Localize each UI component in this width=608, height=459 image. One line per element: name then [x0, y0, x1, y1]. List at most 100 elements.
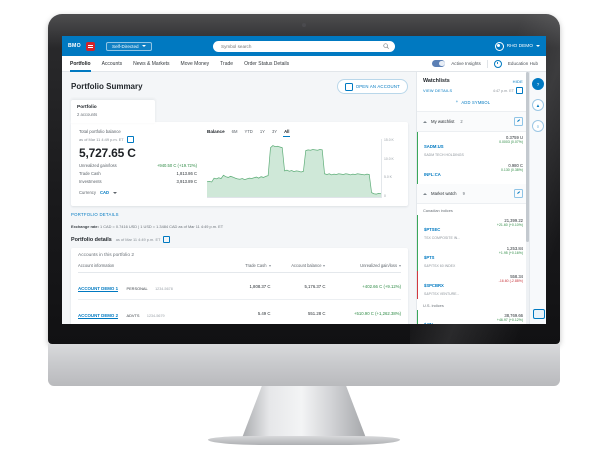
- gain-cell: +402.66 C (+9.12%): [325, 272, 401, 300]
- quote-right: 558.34 -16.60 (-2.88%): [499, 274, 523, 296]
- brand-wordmark: BMO: [68, 43, 82, 49]
- chart-box: 15.0 K 10.0 K 5.0 K 0: [207, 138, 400, 198]
- main-column: Portfolio Summary OPEN AN ACCOUNT Portfo…: [62, 72, 416, 324]
- currency-selector[interactable]: Currency CAD: [79, 190, 197, 195]
- balance-chart-panel: Balance 6M YTD 1Y 3Y All: [197, 129, 400, 198]
- balance-area-chart: [207, 139, 381, 198]
- portfolio-details-link[interactable]: PORTFOLIO DETAILS: [71, 212, 119, 217]
- range-all[interactable]: All: [283, 129, 291, 137]
- add-symbol-button[interactable]: + ADD SYMBOL: [417, 94, 529, 112]
- monitor-chin: [48, 344, 560, 386]
- gear-icon: [493, 59, 502, 68]
- portfolio-details-title: Portfolio details: [71, 236, 112, 243]
- col-account-balance[interactable]: Account balance: [270, 263, 326, 273]
- open-account-label: OPEN AN ACCOUNT: [355, 84, 400, 89]
- summary-row-label: Unrealized gain/loss: [79, 163, 117, 168]
- gain-cell: +510.90 C (+1,262.38%): [325, 299, 401, 324]
- summary-row-label: Trade Cash: [79, 171, 101, 176]
- quote-symbol[interactable]: INFL:CA: [424, 172, 441, 177]
- quote-row[interactable]: $PTS S&P/TSX 60 INDEX 1,253.84 +1.95 (+0…: [417, 243, 529, 271]
- nav-item-portfolio[interactable]: Portfolio: [70, 60, 91, 72]
- col-trade-cash[interactable]: Trade Cash: [230, 263, 271, 273]
- symbol-search[interactable]: [213, 40, 395, 52]
- search-input[interactable]: [219, 42, 363, 50]
- nav-item-list: Portfolio Accounts News & Markets Move M…: [70, 60, 290, 72]
- watchlist-hide-button[interactable]: HIDE: [512, 78, 523, 84]
- chart-icon[interactable]: ▲: [532, 99, 544, 111]
- quote-row[interactable]: $PTSEC TSX COMPOSITE IN... 21,399.22 +21…: [417, 215, 529, 243]
- accounts-table-head: Account information Trade Cash Account b…: [78, 263, 401, 273]
- watchlist-header: Watchlists HIDE: [417, 72, 529, 84]
- quote-symbol[interactable]: SADM:US: [424, 144, 444, 149]
- nav-item-accounts[interactable]: Accounts: [101, 60, 123, 67]
- watchlist-group-my-watchlist[interactable]: My watchlist 2: [417, 112, 529, 132]
- user-menu[interactable]: RHO DEMO: [494, 41, 540, 51]
- exchange-rate-text: 1 CAD = 0.7416 USD | 1 USD = 1.3484 CAD …: [100, 224, 224, 229]
- open-account-button[interactable]: OPEN AN ACCOUNT: [336, 79, 408, 94]
- quote-left: SADM:US SADM TECH HOLDINGS: [424, 135, 499, 157]
- active-insights-toggle[interactable]: [432, 60, 446, 67]
- portfolio-details-heading: Portfolio details as of Mar 11 4:49 p.m.…: [71, 236, 408, 243]
- refresh-icon[interactable]: [163, 236, 171, 243]
- table-row[interactable]: ACCOUNT DEMO 2 ADVTS 1234-5679 5.49 C 55…: [78, 299, 401, 324]
- quote-right: 21,399.22 +21.60 (+0.10%): [497, 218, 523, 240]
- col-label: Unrealized gain/loss: [360, 263, 397, 268]
- quote-change: 0.130 (0.38%): [501, 168, 523, 172]
- quote-row[interactable]: SADM:US SADM TECH HOLDINGS 0.3759 U 0.00…: [417, 132, 529, 160]
- monitor-frame: BMO Self-Directed RHO DEMO: [48, 14, 560, 344]
- watchlist-view-details[interactable]: VIEW DETAILS: [423, 88, 453, 93]
- quote-symbol[interactable]: $JIN: [424, 322, 433, 324]
- nav-item-order-status-details[interactable]: Order Status Details: [244, 60, 290, 67]
- education-hub-label[interactable]: Education Hub: [507, 61, 538, 66]
- col-unrealized-gain-loss[interactable]: Unrealized gain/loss: [325, 263, 401, 273]
- account-plus-icon: [344, 82, 353, 91]
- refresh-icon[interactable]: [126, 136, 134, 143]
- nav-item-move-money[interactable]: Move Money: [180, 60, 210, 67]
- table-row[interactable]: ACCOUNT DEMO 1 PERSONAL 1234-5678 1,808.…: [78, 272, 401, 300]
- watchlist-scrollbar-track[interactable]: [526, 72, 529, 324]
- quote-left: INFL:CA: [424, 163, 501, 181]
- portfolio-tab-card[interactable]: Portfolio 2 accounts: [71, 100, 155, 123]
- range-6m[interactable]: 6M: [231, 129, 238, 134]
- range-3y[interactable]: 3Y: [271, 129, 278, 134]
- account-cell: ACCOUNT DEMO 2 ADVTS 1234-5679: [78, 299, 230, 324]
- segment-dropdown[interactable]: Self-Directed: [106, 41, 152, 51]
- quote-price: 38,769.66: [504, 313, 523, 318]
- range-ytd[interactable]: YTD: [244, 129, 253, 134]
- range-1y[interactable]: 1Y: [259, 129, 265, 134]
- watchlist-group-market-watch[interactable]: Market watch 9: [417, 184, 529, 204]
- account-link[interactable]: ACCOUNT DEMO 1: [78, 286, 119, 291]
- quote-symbol[interactable]: $PTSEC: [424, 227, 441, 232]
- accounts-label: Accounts in this portfolio: [78, 253, 130, 258]
- nav-item-news-markets[interactable]: News & Markets: [133, 60, 170, 67]
- nav-item-trade[interactable]: Trade: [220, 60, 234, 67]
- edit-icon[interactable]: [514, 189, 523, 198]
- quote-row[interactable]: INFL:CA 0.980 C 0.130 (0.38%): [417, 160, 529, 184]
- brand-group[interactable]: BMO Self-Directed: [68, 41, 152, 51]
- refresh-icon[interactable]: [516, 87, 523, 94]
- quote-row[interactable]: $JIN DOW JONES INDUST... 38,769.66 +46.9…: [417, 310, 529, 324]
- account-cell: ACCOUNT DEMO 1 PERSONAL 1234-5678: [78, 272, 230, 300]
- quote-symbol[interactable]: $SPCBRX: [424, 283, 444, 288]
- bell-icon[interactable]: ○: [532, 120, 544, 132]
- edit-icon[interactable]: [514, 117, 523, 126]
- trade-cash-cell: 1,808.37 C: [230, 272, 271, 300]
- account-link[interactable]: ACCOUNT DEMO 2: [78, 313, 119, 318]
- quote-left: $SPCBRX S&P/TSX VENTURE...: [424, 274, 499, 296]
- chat-icon[interactable]: [533, 309, 545, 319]
- search-icon: [383, 43, 389, 49]
- quote-price: 21,399.22: [504, 218, 523, 223]
- help-circle-icon[interactable]: ?: [532, 78, 544, 90]
- chevron-up-icon: [423, 120, 427, 123]
- watchlist-scrollbar-thumb[interactable]: [526, 72, 529, 242]
- quote-row[interactable]: $SPCBRX S&P/TSX VENTURE... 558.34 -16.60…: [417, 271, 529, 299]
- quote-left: $PTSEC TSX COMPOSITE IN...: [424, 218, 497, 240]
- quote-left: $JIN DOW JONES INDUST...: [424, 313, 497, 324]
- active-insights-label[interactable]: Active Insights: [451, 61, 481, 66]
- quote-symbol[interactable]: $PTS: [424, 255, 435, 260]
- total-balance-value: 5,727.65 C: [79, 146, 136, 160]
- quote-price: 0.3759 U: [506, 135, 523, 140]
- balance-asof-row: as of Mar 11 4:49 p.m. ET: [79, 136, 197, 143]
- quote-change: +46.97 (+0.12%): [496, 318, 523, 322]
